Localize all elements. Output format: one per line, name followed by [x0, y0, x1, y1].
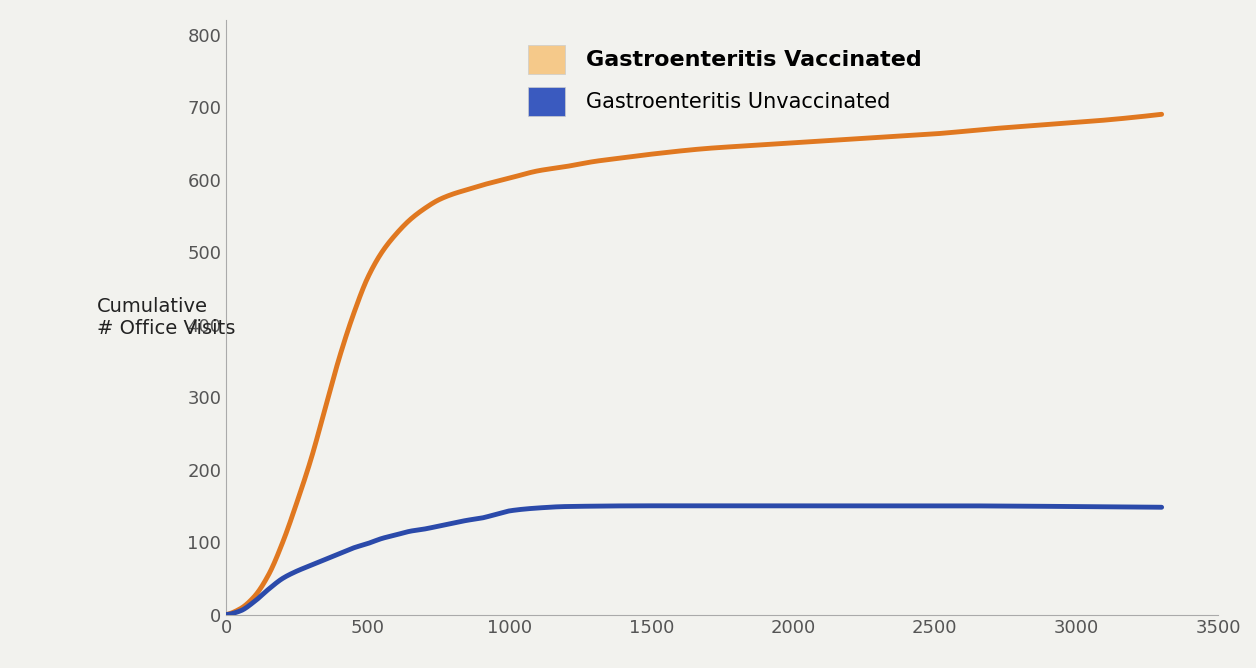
- Legend: Gastroenteritis Vaccinated, Gastroenteritis Unvaccinated: Gastroenteritis Vaccinated, Gastroenteri…: [519, 36, 931, 124]
- Y-axis label: Cumulative
# Office Visits: Cumulative # Office Visits: [97, 297, 236, 338]
